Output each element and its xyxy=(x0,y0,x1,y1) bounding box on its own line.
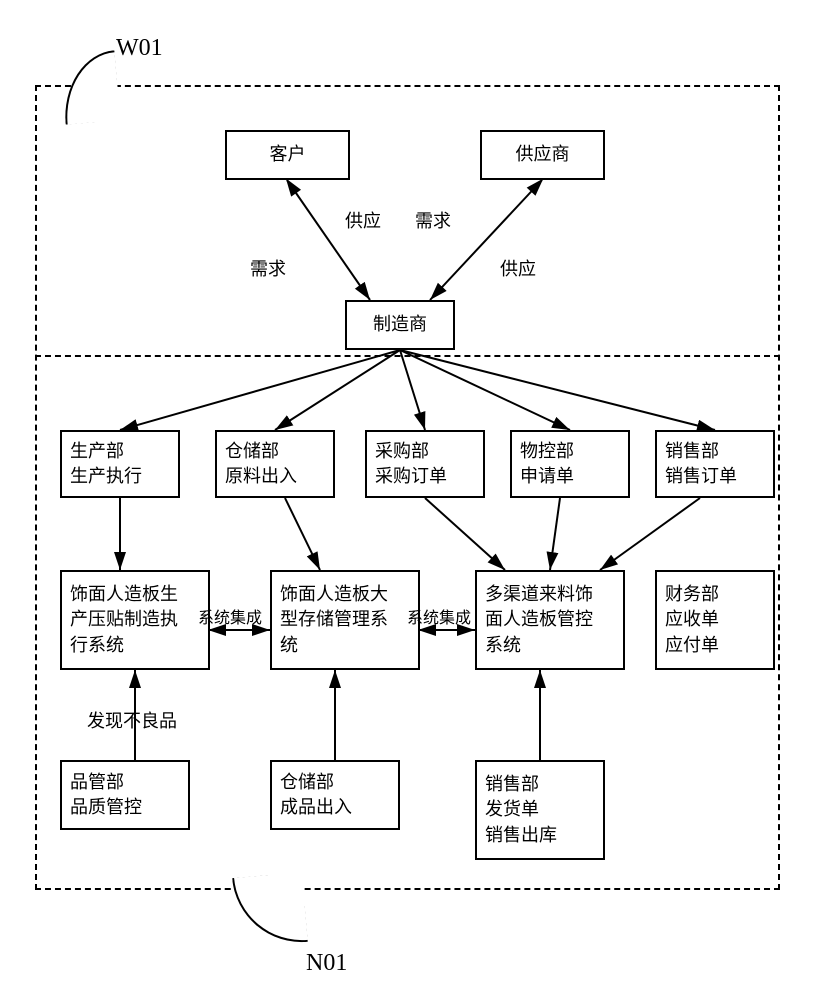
node-qc: 品管部 品质管控 xyxy=(60,760,190,830)
node-line: 行系统 xyxy=(70,633,208,658)
node-sys-ctrl: 多渠道来料饰 面人造板管控 系统 xyxy=(475,570,625,670)
node-fg: 仓储部 成品出入 xyxy=(270,760,400,830)
node-manufacturer: 制造商 xyxy=(345,300,455,350)
node-line: 统 xyxy=(280,633,418,658)
node-line: 多渠道来料饰 xyxy=(485,582,623,607)
node-dept-sales: 销售部 销售订单 xyxy=(655,430,775,498)
node-line: 发货单 xyxy=(485,797,603,822)
node-line: 销售部 xyxy=(665,439,773,464)
node-label: 制造商 xyxy=(373,312,427,337)
node-line: 品质管控 xyxy=(70,795,188,820)
node-line: 采购部 xyxy=(375,439,483,464)
node-line: 销售订单 xyxy=(665,464,773,489)
node-line: 品管部 xyxy=(70,770,188,795)
node-line: 成品出入 xyxy=(280,795,398,820)
arc-bottom xyxy=(232,872,308,948)
node-line: 饰面人造板大 xyxy=(280,582,418,607)
node-line: 销售部 xyxy=(485,772,603,797)
node-line: 仓储部 xyxy=(225,439,333,464)
node-line: 应付单 xyxy=(665,633,773,658)
node-line: 系统 xyxy=(485,633,623,658)
node-sys-mes: 饰面人造板生 产压贴制造执 行系统 xyxy=(60,570,210,670)
node-line: 申请单 xyxy=(520,464,628,489)
node-line: 销售出库 xyxy=(485,823,603,848)
node-line: 生产部 xyxy=(70,439,178,464)
node-dept-purch: 采购部 采购订单 xyxy=(365,430,485,498)
node-line: 仓储部 xyxy=(280,770,398,795)
node-line: 饰面人造板生 xyxy=(70,582,208,607)
label-n01: N01 xyxy=(300,950,353,977)
node-sys-wms: 饰面人造板大 型存储管理系 统 xyxy=(270,570,420,670)
node-ship: 销售部 发货单 销售出库 xyxy=(475,760,605,860)
edge-label: 供应 xyxy=(345,207,381,233)
label-w01: W01 xyxy=(110,35,169,62)
node-line: 面人造板管控 xyxy=(485,607,623,632)
node-line: 原料出入 xyxy=(225,464,333,489)
node-label: 客户 xyxy=(270,142,306,167)
node-line: 财务部 xyxy=(665,582,773,607)
node-supplier: 供应商 xyxy=(480,130,605,180)
node-dept-matl: 物控部 申请单 xyxy=(510,430,630,498)
node-line: 应收单 xyxy=(665,607,773,632)
region-divider xyxy=(35,355,780,357)
edge-label: 需求 xyxy=(415,207,451,233)
node-line: 产压贴制造执 xyxy=(70,607,208,632)
node-sys-fin: 财务部 应收单 应付单 xyxy=(655,570,775,670)
edge-label: 系统集成 xyxy=(198,604,262,628)
diagram-canvas: W01 N01 客户 供应商 制造商 生产部 生产执行 仓储部 原料出入 采购部… xyxy=(0,0,815,1000)
edge-label: 发现不良品 xyxy=(87,707,177,733)
node-line: 型存储管理系 xyxy=(280,607,418,632)
edge-label: 供应 xyxy=(500,255,536,281)
edge-label: 需求 xyxy=(250,255,286,281)
node-line: 采购订单 xyxy=(375,464,483,489)
node-line: 生产执行 xyxy=(70,464,178,489)
node-dept-store: 仓储部 原料出入 xyxy=(215,430,335,498)
node-dept-prod: 生产部 生产执行 xyxy=(60,430,180,498)
node-label: 供应商 xyxy=(516,142,570,167)
node-customer: 客户 xyxy=(225,130,350,180)
edge-label: 系统集成 xyxy=(407,604,471,628)
node-line: 物控部 xyxy=(520,439,628,464)
